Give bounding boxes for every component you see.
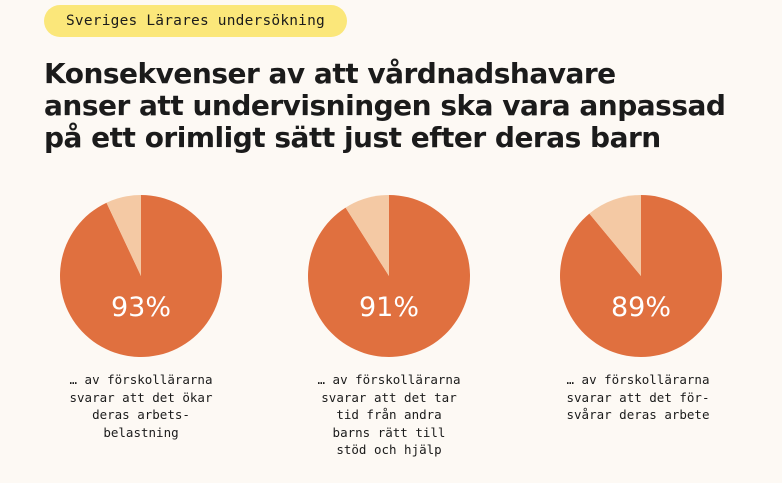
pie-chart-1: 93%	[60, 195, 223, 357]
pie-slice-rest	[106, 195, 141, 276]
title-line: Konsekvenser av att vårdnadshavare	[44, 57, 616, 90]
pie-slice-main	[60, 195, 223, 357]
pie-caption: … av förskollärarna svarar att det ökar …	[69, 372, 213, 440]
pie-svg: 93%	[60, 195, 223, 357]
pie-slice-rest	[345, 195, 389, 276]
pie-chart-2: 91%	[308, 195, 471, 357]
title-line: anser att undervisningen ska vara anpass…	[44, 89, 726, 122]
pie-chart-3: 89%	[560, 195, 723, 357]
pie-slice-rest	[589, 195, 641, 276]
pie-caption: … av förskollärarna svarar att det för- …	[566, 372, 710, 422]
pie-svg: 91%	[308, 195, 471, 357]
pie-svg: 89%	[560, 195, 723, 357]
chart-title: Konsekvenser av att vårdnadshavare anser…	[44, 58, 744, 154]
pie-percent-label: 89%	[611, 292, 671, 323]
pie-slice-main	[560, 195, 723, 357]
pie-percent-label: 93%	[111, 292, 171, 323]
survey-tag: Sveriges Lärares undersökning	[44, 5, 347, 37]
pie-slice-main	[308, 195, 471, 357]
pie-caption: … av förskollärarna svarar att det tar t…	[317, 372, 461, 457]
pie-percent-label: 91%	[359, 292, 419, 323]
title-line: på ett orimligt sätt just efter deras ba…	[44, 121, 661, 154]
